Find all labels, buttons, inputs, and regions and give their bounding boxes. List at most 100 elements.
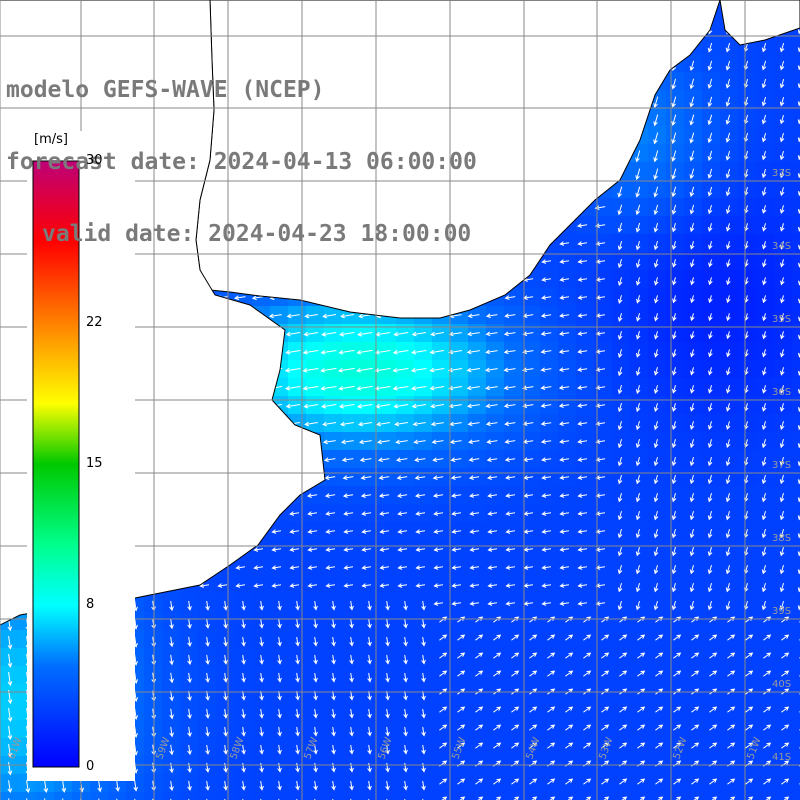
wind-arrow xyxy=(205,780,210,791)
wind-arrow xyxy=(241,744,246,755)
wind-arrow xyxy=(727,778,736,785)
wind-arrow xyxy=(601,742,610,749)
wind-arrow xyxy=(779,114,785,125)
wind-arrow xyxy=(331,618,336,629)
wind-arrow xyxy=(457,742,466,749)
wind-arrow xyxy=(655,742,664,749)
wind-arrow xyxy=(635,546,641,557)
wind-arrow xyxy=(253,547,264,552)
wind-arrow xyxy=(779,546,785,557)
wind-arrow xyxy=(343,529,354,534)
wind-arrow xyxy=(277,654,282,665)
wind-arrow xyxy=(726,295,731,304)
wind-cell xyxy=(792,522,800,541)
wind-arrow xyxy=(205,672,210,683)
wind-arrow xyxy=(511,634,520,641)
wind-arrow xyxy=(295,762,300,773)
wind-arrow xyxy=(361,583,372,588)
wind-arrow xyxy=(503,385,516,391)
wind-arrow xyxy=(707,600,713,611)
wind-cell xyxy=(792,504,800,523)
wind-arrow xyxy=(707,492,713,503)
wind-arrow xyxy=(780,241,785,250)
wind-arrow xyxy=(339,421,355,427)
wind-arrow xyxy=(577,385,588,390)
wind-arrow xyxy=(547,742,556,749)
wind-arrow xyxy=(653,168,659,181)
wind-arrow xyxy=(403,780,408,791)
wind-arrow xyxy=(617,600,623,611)
wind-arrow xyxy=(619,742,628,749)
wind-arrow xyxy=(779,582,785,593)
wind-arrow xyxy=(671,421,677,431)
wind-arrow xyxy=(304,421,318,427)
wind-arrow xyxy=(487,511,498,516)
wind-arrow xyxy=(779,456,785,467)
wind-arrow xyxy=(635,168,641,181)
wind-arrow xyxy=(439,742,448,749)
wind-cell xyxy=(504,792,523,800)
wind-arrow xyxy=(595,583,606,588)
wind-arrow xyxy=(467,313,480,319)
wind-arrow xyxy=(439,670,448,677)
wind-arrow xyxy=(541,565,552,570)
wind-arrow xyxy=(779,474,785,485)
wind-arrow xyxy=(511,778,520,785)
wind-arrow xyxy=(635,510,641,521)
wind-cell xyxy=(270,792,289,800)
wind-arrow xyxy=(781,652,790,659)
wind-cell xyxy=(324,792,343,800)
wind-arrow xyxy=(763,670,772,677)
wind-arrow xyxy=(357,421,373,427)
wind-arrow xyxy=(392,349,409,355)
wind-arrow xyxy=(559,277,570,282)
wind-arrow xyxy=(356,367,373,373)
wind-arrow xyxy=(241,654,246,665)
wind-arrow xyxy=(763,742,772,749)
latitude-label: 35S xyxy=(772,314,791,325)
wind-arrow xyxy=(320,386,337,391)
wind-arrow xyxy=(635,259,641,269)
wind-arrow xyxy=(617,313,623,323)
wind-arrow xyxy=(7,725,13,741)
wind-cell xyxy=(738,792,757,800)
wind-arrow xyxy=(469,583,480,588)
title-forecast-date: forecast date: 2024-04-13 06:00:00 xyxy=(6,149,477,175)
wind-cell xyxy=(792,144,800,163)
wind-arrow xyxy=(577,529,588,534)
wind-arrow xyxy=(617,528,623,539)
wind-cell xyxy=(666,792,685,800)
wind-arrow xyxy=(689,582,695,593)
wind-arrow xyxy=(450,457,462,463)
wind-cell xyxy=(18,792,37,800)
wind-arrow xyxy=(707,546,713,557)
wind-arrow xyxy=(779,78,785,89)
wind-arrow xyxy=(421,744,426,755)
wind-cell xyxy=(792,360,800,379)
wind-arrow xyxy=(725,168,731,179)
wind-arrow xyxy=(421,618,426,629)
wind-arrow xyxy=(595,349,606,354)
wind-arrow xyxy=(205,744,210,755)
wind-arrow xyxy=(504,313,516,319)
wind-arrow xyxy=(671,78,677,90)
wind-arrow xyxy=(485,313,498,319)
wind-arrow xyxy=(565,724,574,731)
wind-arrow xyxy=(43,780,49,794)
wind-arrow xyxy=(763,706,772,713)
wind-arrow xyxy=(187,618,192,630)
wind-arrow xyxy=(672,295,677,304)
wind-arrow xyxy=(655,724,664,731)
wind-arrow xyxy=(617,474,623,485)
wind-arrow xyxy=(577,439,588,444)
wind-arrow xyxy=(547,652,556,659)
wind-arrow xyxy=(559,529,570,534)
wind-arrow xyxy=(469,529,480,534)
wind-arrow xyxy=(577,277,588,282)
wind-arrow xyxy=(457,778,466,785)
wind-arrow xyxy=(708,277,713,286)
wind-arrow xyxy=(486,475,498,480)
wind-arrow xyxy=(411,385,427,391)
wind-arrow xyxy=(671,114,677,126)
